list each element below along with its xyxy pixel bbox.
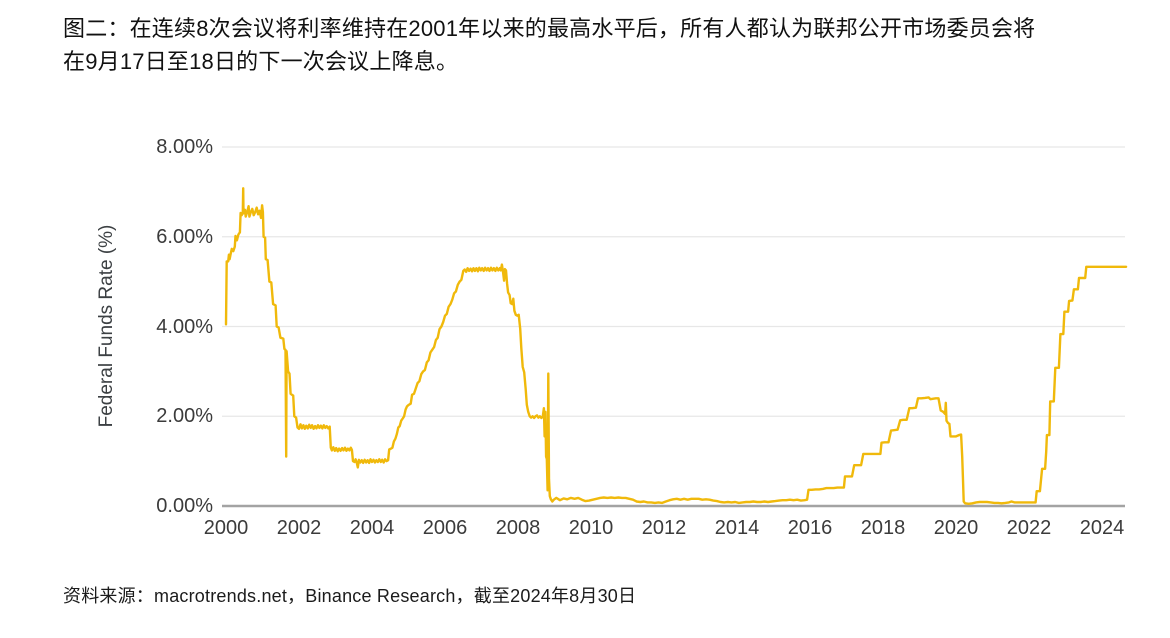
figure-caption: 图二：在连续8次会议将利率维持在2001年以来的最高水平后，所有人都认为联邦公开…	[63, 12, 1158, 78]
y-tick-label: 8.00%	[156, 136, 213, 158]
rate-line-series	[224, 187, 1128, 505]
x-tick-label: 2022	[1006, 517, 1052, 539]
x-tick-label: 2016	[787, 517, 833, 539]
y-tick-label: 0.00%	[156, 495, 213, 517]
x-tick-label: 2004	[349, 517, 395, 539]
x-tick-label: 2006	[422, 517, 468, 539]
x-tick-label: 2000	[203, 517, 249, 539]
x-tick-label: 2020	[933, 517, 979, 539]
figure-caption-line-1: 图二：在连续8次会议将利率维持在2001年以来的最高水平后，所有人都认为联邦公开…	[63, 16, 1036, 41]
y-tick-label: 4.00%	[156, 315, 213, 338]
source-note: 资料来源：macrotrends.net，Binance Research，截至…	[63, 586, 637, 606]
x-tick-label: 2008	[495, 517, 541, 539]
x-tick-label: 2014	[714, 517, 760, 539]
x-tick-label: 2012	[641, 517, 687, 539]
x-tick-label: 2024	[1079, 517, 1125, 539]
x-tick-label: 2010	[568, 517, 614, 539]
y-tick-label: 2.00%	[156, 405, 213, 428]
x-tick-label: 2002	[276, 517, 322, 539]
y-tick-label: 6.00%	[156, 225, 213, 248]
x-tick-label: 2018	[860, 517, 906, 539]
figure-caption-line-2: 在9月17日至18日的下一次会议上降息。	[63, 49, 459, 74]
